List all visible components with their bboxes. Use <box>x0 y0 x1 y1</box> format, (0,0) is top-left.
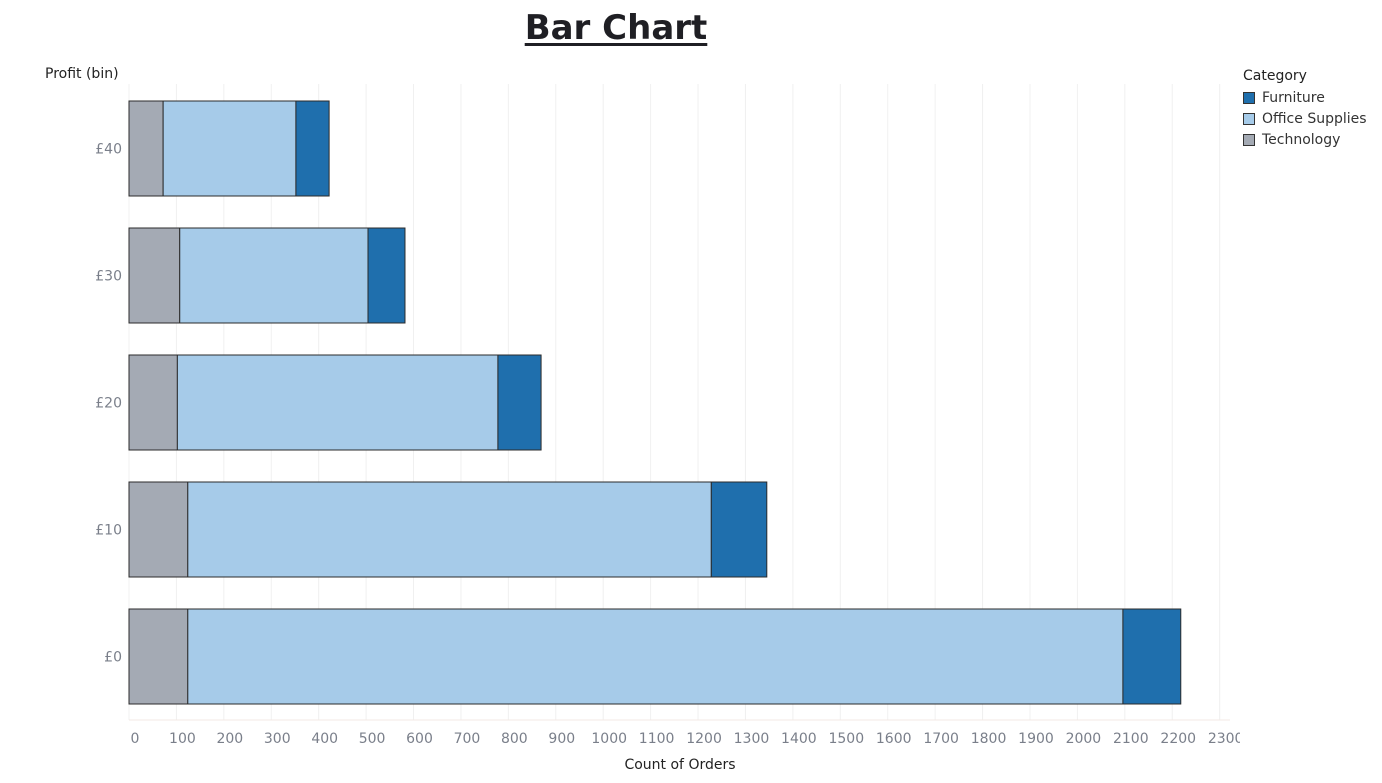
bar-segment-furniture <box>295 100 330 197</box>
x-tick-label: 1000 <box>591 731 627 747</box>
x-tick-label: 700 <box>454 731 481 747</box>
y-tick-label: £40 <box>95 142 122 158</box>
legend-label-furniture: Furniture <box>1262 89 1325 106</box>
x-tick-label: 1400 <box>781 731 817 747</box>
bar-segment-office_supplies <box>176 354 499 451</box>
legend: Category Furniture Office Supplies Techn… <box>1243 68 1367 150</box>
x-tick-label: 900 <box>548 731 575 747</box>
legend-item-technology[interactable]: Technology <box>1243 129 1367 150</box>
bar-segment-furniture <box>367 227 406 324</box>
x-tick-label: 1600 <box>876 731 912 747</box>
x-tick-label: 1100 <box>639 731 675 747</box>
x-tick-label: 100 <box>169 731 196 747</box>
y-tick-label: £0 <box>104 650 122 666</box>
bar-segment-office_supplies <box>179 227 369 324</box>
bar-segment-furniture <box>1122 608 1182 705</box>
bar-segment-office_supplies <box>162 100 297 197</box>
bar-segment-furniture <box>497 354 542 451</box>
chart-title: Bar Chart <box>524 8 708 48</box>
legend-label-technology: Technology <box>1262 131 1341 148</box>
bar-segment-office_supplies <box>187 481 712 578</box>
bar-segment-furniture <box>710 481 768 578</box>
legend-title: Category <box>1243 68 1307 84</box>
x-tick-label: 200 <box>216 731 243 747</box>
x-tick-label: 400 <box>311 731 338 747</box>
x-tick-label: 500 <box>359 731 386 747</box>
y-tick-label: £30 <box>95 269 122 285</box>
x-tick-label: 1300 <box>734 731 770 747</box>
bar-segment-technology <box>128 100 164 197</box>
x-tick-label: 2200 <box>1160 731 1196 747</box>
legend-label-office-supplies: Office Supplies <box>1262 110 1367 127</box>
y-axis-label: Profit (bin) <box>45 66 119 82</box>
y-tick-label: £10 <box>95 523 122 539</box>
bar-segment-office_supplies <box>187 608 1124 705</box>
x-tick-label: 2000 <box>1066 731 1102 747</box>
x-tick-label: 1200 <box>686 731 722 747</box>
x-tick-label: 0 <box>131 731 140 747</box>
bar-segment-technology <box>128 227 181 324</box>
legend-swatch-technology <box>1243 133 1255 146</box>
legend-swatch-furniture <box>1243 91 1255 104</box>
y-tick-label: £20 <box>95 396 122 412</box>
bar-segment-technology <box>128 354 178 451</box>
x-tick-label: 2300 <box>1208 731 1240 747</box>
legend-item-office-supplies[interactable]: Office Supplies <box>1243 108 1367 129</box>
x-axis-label: Count of Orders <box>624 757 736 773</box>
x-tick-label: 300 <box>264 731 291 747</box>
x-tick-label: 1700 <box>923 731 959 747</box>
x-tick-label: 600 <box>406 731 433 747</box>
bar-chart: 0 100 200 300 400 500 600 700 800 900 1000 1100 1200… <box>95 84 1240 747</box>
x-tick-label: 800 <box>501 731 528 747</box>
bar-segment-technology <box>128 481 189 578</box>
x-tick-label: 1900 <box>1018 731 1054 747</box>
legend-swatch-office-supplies <box>1243 112 1255 125</box>
x-tick-label: 1800 <box>971 731 1007 747</box>
legend-item-furniture[interactable]: Furniture <box>1243 87 1367 108</box>
bar-segment-technology <box>128 608 189 705</box>
x-tick-label: 1500 <box>828 731 864 747</box>
x-tick-label: 2100 <box>1113 731 1149 747</box>
